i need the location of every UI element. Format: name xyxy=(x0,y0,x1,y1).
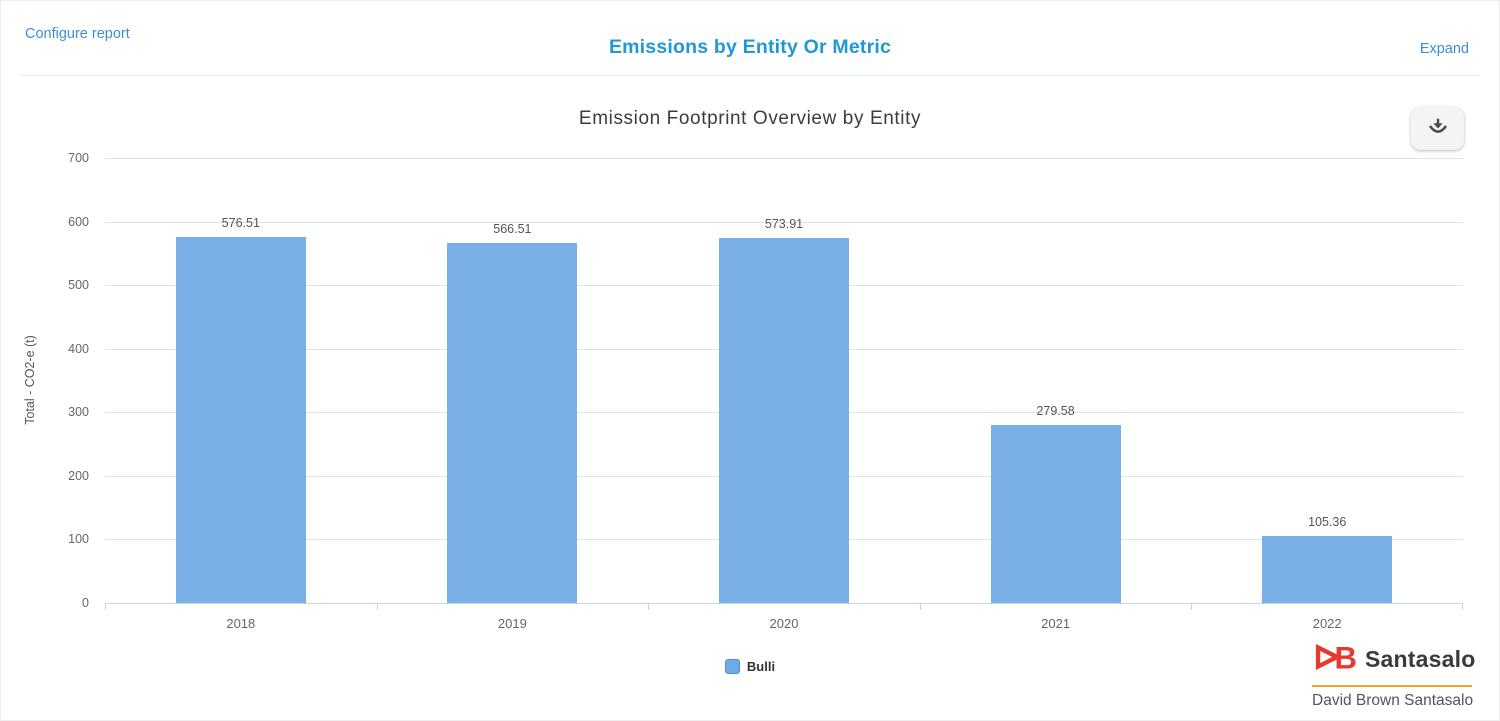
header-divider xyxy=(20,75,1480,76)
x-axis-label: 2020 xyxy=(769,616,799,631)
y-tick-label: 500 xyxy=(68,278,89,293)
brand-name: Santasalo xyxy=(1365,646,1476,672)
x-axis-tick xyxy=(919,603,921,610)
y-tick-label: 200 xyxy=(68,468,89,483)
x-axis-tick xyxy=(105,603,106,610)
brand-logo: B Santasalo David Brown Santasalo xyxy=(1312,639,1476,710)
gridline xyxy=(105,221,1463,223)
x-axis-label: 2019 xyxy=(497,616,527,631)
db-monogram-icon: B xyxy=(1312,639,1364,680)
x-axis-tick xyxy=(648,603,650,610)
plot-area: 0 100 200 300 400 500 600 700 576.51 2018 566.51 20… xyxy=(68,151,1463,631)
expand-link[interactable]: Expand xyxy=(1419,41,1469,57)
bar-value-label: 105.36 xyxy=(1308,515,1347,530)
bar-2022[interactable] xyxy=(1262,536,1393,603)
download-icon xyxy=(1426,115,1450,142)
chart-legend: Bulli xyxy=(0,659,1500,674)
download-button[interactable] xyxy=(1411,107,1464,150)
brand-subtext: David Brown Santasalo xyxy=(1312,692,1474,709)
x-axis-tick xyxy=(1462,603,1463,610)
page-title: Emissions by Entity Or Metric xyxy=(608,36,892,58)
bar-value-label: 279.58 xyxy=(1036,404,1075,419)
legend-item-bulli[interactable]: Bulli xyxy=(724,659,776,674)
bar-2020[interactable] xyxy=(719,238,849,603)
bar-2019[interactable] xyxy=(447,242,578,603)
x-axis-label: 2021 xyxy=(1041,616,1071,631)
x-axis-line xyxy=(105,603,1463,604)
y-tick-label: 0 xyxy=(82,596,89,610)
y-tick-label: 700 xyxy=(68,151,89,165)
y-tick-label: 300 xyxy=(68,405,89,420)
brand-underline xyxy=(1312,685,1472,687)
x-axis-tick xyxy=(376,603,378,610)
gridline xyxy=(105,158,1463,159)
bar-value-label: 566.51 xyxy=(493,221,532,236)
y-axis-title: Total - CO2-e (t) xyxy=(23,335,37,425)
configure-report-link[interactable]: Configure report xyxy=(25,26,130,42)
chart-title: Emission Footprint Overview by Entity xyxy=(578,108,922,129)
x-axis-label: 2022 xyxy=(1312,616,1342,631)
legend-label: Bulli xyxy=(746,659,776,674)
bar-value-label: 573.91 xyxy=(764,217,804,232)
x-axis-label: 2018 xyxy=(226,616,256,631)
svg-text:B: B xyxy=(1335,640,1358,675)
x-axis-tick xyxy=(1191,603,1193,610)
y-tick-label: 600 xyxy=(68,214,89,229)
y-tick-label: 100 xyxy=(68,532,89,547)
bar-value-label: 576.51 xyxy=(221,215,260,230)
bar-2018[interactable] xyxy=(175,236,306,603)
y-tick-label: 400 xyxy=(68,341,89,356)
bar-2021[interactable] xyxy=(990,425,1121,603)
legend-swatch xyxy=(724,659,740,674)
